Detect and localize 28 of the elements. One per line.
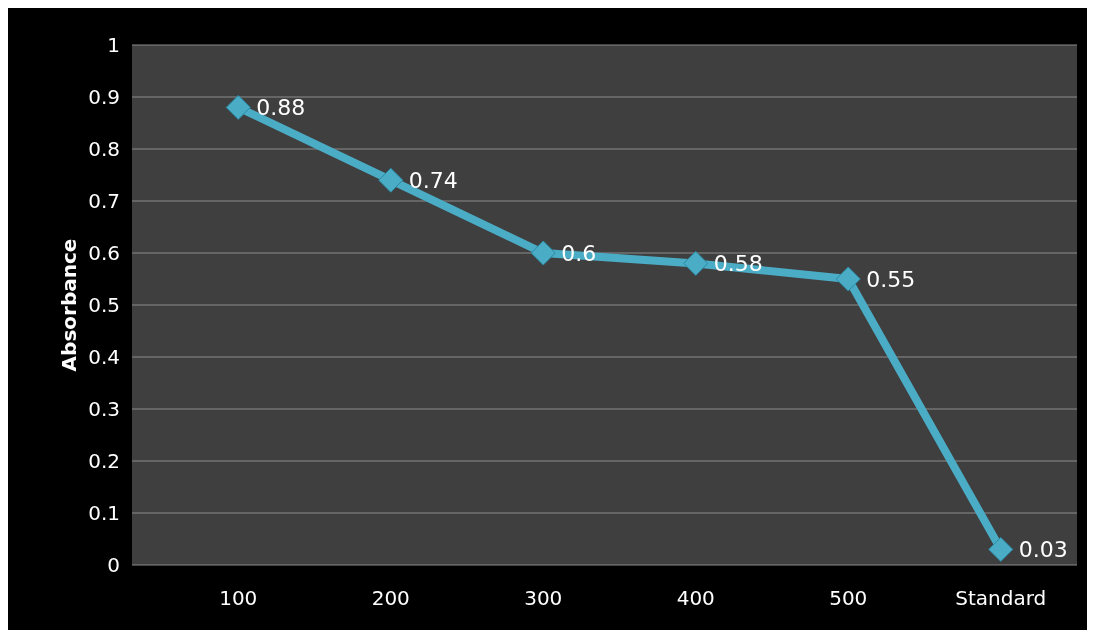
x-tick-label: 500	[829, 586, 868, 610]
x-tick-label: 100	[219, 586, 258, 610]
y-tick-label: 0.6	[88, 241, 120, 265]
y-axis-title: Absorbance	[57, 238, 81, 372]
y-tick-label: 0.7	[88, 189, 120, 213]
data-label: 0.03	[1018, 537, 1068, 563]
y-tick-label: 0.4	[88, 345, 120, 369]
y-tick-label: 0.2	[88, 449, 120, 473]
point	[683, 250, 709, 276]
y-tick-label: 0	[107, 553, 120, 577]
point	[530, 240, 556, 266]
y-tick-label: 1	[107, 33, 120, 57]
x-tick-label: 400	[676, 586, 715, 610]
x-tick-label: 300	[524, 586, 563, 610]
data-label: 0.74	[408, 168, 458, 194]
x-tick-label: 200	[371, 586, 410, 610]
point	[988, 536, 1014, 562]
data-label: 0.88	[256, 95, 306, 121]
point	[378, 167, 404, 193]
y-tick-label: 0.8	[88, 137, 120, 161]
data-label: 0.55	[866, 267, 916, 292]
y-tick-label: 0.1	[88, 501, 120, 525]
x-tick-label: Standard	[955, 586, 1047, 610]
y-tick-label: 0.5	[88, 293, 120, 317]
point	[225, 94, 251, 120]
point	[835, 266, 861, 292]
y-tick-label: 0.9	[88, 85, 120, 109]
y-tick-label: 0.3	[88, 397, 120, 421]
